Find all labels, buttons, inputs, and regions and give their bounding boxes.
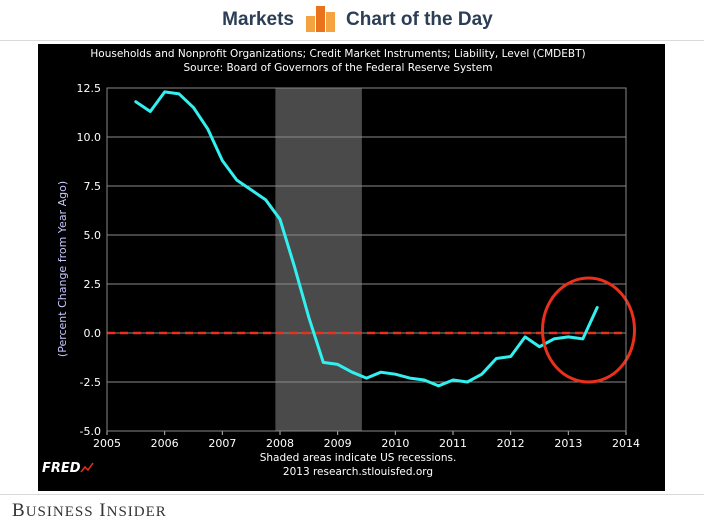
- data-point: [466, 381, 468, 383]
- y-tick-label: 0.0: [84, 327, 102, 340]
- recession-band: [275, 88, 362, 431]
- data-point: [409, 377, 411, 379]
- data-point: [207, 128, 209, 130]
- x-tick-label: 2005: [93, 437, 121, 450]
- data-point: [135, 101, 137, 103]
- data-point: [279, 218, 281, 220]
- line-chart: Households and Nonprofit Organizations; …: [42, 48, 640, 478]
- header-chart-of-day-label: Chart of the Day: [346, 9, 493, 30]
- y-tick-label: 10.0: [77, 131, 102, 144]
- data-point: [164, 91, 166, 93]
- x-tick-label: 2008: [266, 437, 294, 450]
- data-point: [366, 377, 367, 379]
- chart-panel: Households and Nonprofit Organizations; …: [38, 44, 665, 491]
- fred-logo-graph-icon: [80, 462, 94, 473]
- x-tick-label: 2006: [151, 437, 179, 450]
- data-point: [510, 356, 512, 358]
- x-tick-label: 2014: [612, 437, 640, 450]
- y-tick-label: -2.5: [80, 376, 101, 389]
- source-url: 2013 research.stlouisfed.org: [283, 466, 433, 478]
- data-point: [452, 379, 454, 381]
- data-point: [337, 363, 339, 365]
- plot-area: [107, 88, 626, 431]
- header: Markets Chart of the Day: [0, 0, 704, 40]
- data-point: [308, 316, 310, 318]
- data-point: [221, 160, 223, 162]
- fred-logo: FRED: [42, 461, 81, 476]
- bar-chart-icon: [306, 6, 335, 32]
- x-tick-label: 2007: [208, 437, 236, 450]
- y-tick-label: 7.5: [84, 180, 102, 193]
- x-tick-label: 2011: [439, 437, 467, 450]
- y-tick-label: 2.5: [84, 278, 102, 291]
- y-tick-label: 5.0: [84, 229, 102, 242]
- data-point: [582, 338, 584, 340]
- plot-frame: [106, 87, 627, 432]
- chart-title: Households and Nonprofit Organizations; …: [90, 48, 585, 60]
- x-tick-label: 2009: [324, 437, 352, 450]
- y-axis-label: (Percent Change from Year Ago): [56, 181, 69, 357]
- data-point: [539, 346, 540, 348]
- footer-divider: [0, 494, 704, 495]
- header-divider: [0, 40, 704, 41]
- data-point: [596, 307, 598, 309]
- data-point: [250, 189, 252, 191]
- data-point: [524, 336, 526, 338]
- data-point: [438, 385, 440, 387]
- y-tick-label: -5.0: [80, 425, 101, 438]
- data-point: [380, 371, 382, 373]
- data-point: [495, 357, 497, 359]
- data-point: [351, 371, 353, 373]
- data-point: [193, 107, 194, 109]
- recession-note: Shaded areas indicate US recessions.: [260, 452, 457, 464]
- y-tick-label: 12.5: [77, 82, 102, 95]
- data-point: [178, 93, 180, 95]
- highlight-circle: [541, 276, 637, 384]
- data-point: [236, 179, 238, 181]
- data-point: [423, 379, 425, 381]
- x-tick-label: 2010: [381, 437, 409, 450]
- data-point: [481, 373, 483, 375]
- data-point: [553, 338, 555, 340]
- data-point: [394, 373, 396, 375]
- x-tick-label: 2012: [497, 437, 525, 450]
- data-point: [293, 265, 295, 267]
- chart-subtitle: Source: Board of Governors of the Federa…: [184, 62, 493, 74]
- x-tick-label: 2013: [554, 437, 582, 450]
- header-markets-label: Markets: [222, 9, 294, 30]
- business-insider-logo: BUSINESS INSIDER: [12, 500, 167, 521]
- data-point: [322, 361, 324, 363]
- data-point: [265, 199, 267, 201]
- data-point: [149, 111, 151, 113]
- data-point: [567, 336, 569, 338]
